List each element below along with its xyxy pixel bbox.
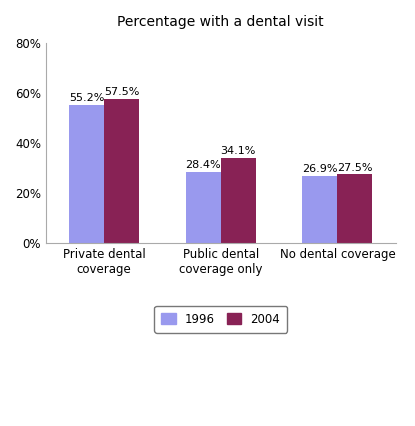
Title: Percentage with a dental visit: Percentage with a dental visit (117, 15, 324, 29)
Legend: 1996, 2004: 1996, 2004 (154, 305, 287, 333)
Bar (69, 105, 104, 244)
Text: 34.1%: 34.1% (221, 146, 256, 156)
Bar (221, 158, 256, 244)
Bar (186, 172, 221, 244)
Bar (104, 99, 139, 244)
Text: 55.2%: 55.2% (69, 93, 104, 103)
Bar (303, 176, 337, 244)
Bar (337, 175, 372, 244)
Text: 27.5%: 27.5% (337, 163, 373, 173)
Text: 26.9%: 26.9% (302, 164, 338, 174)
Text: 28.4%: 28.4% (186, 161, 221, 170)
Text: 57.5%: 57.5% (104, 87, 139, 98)
